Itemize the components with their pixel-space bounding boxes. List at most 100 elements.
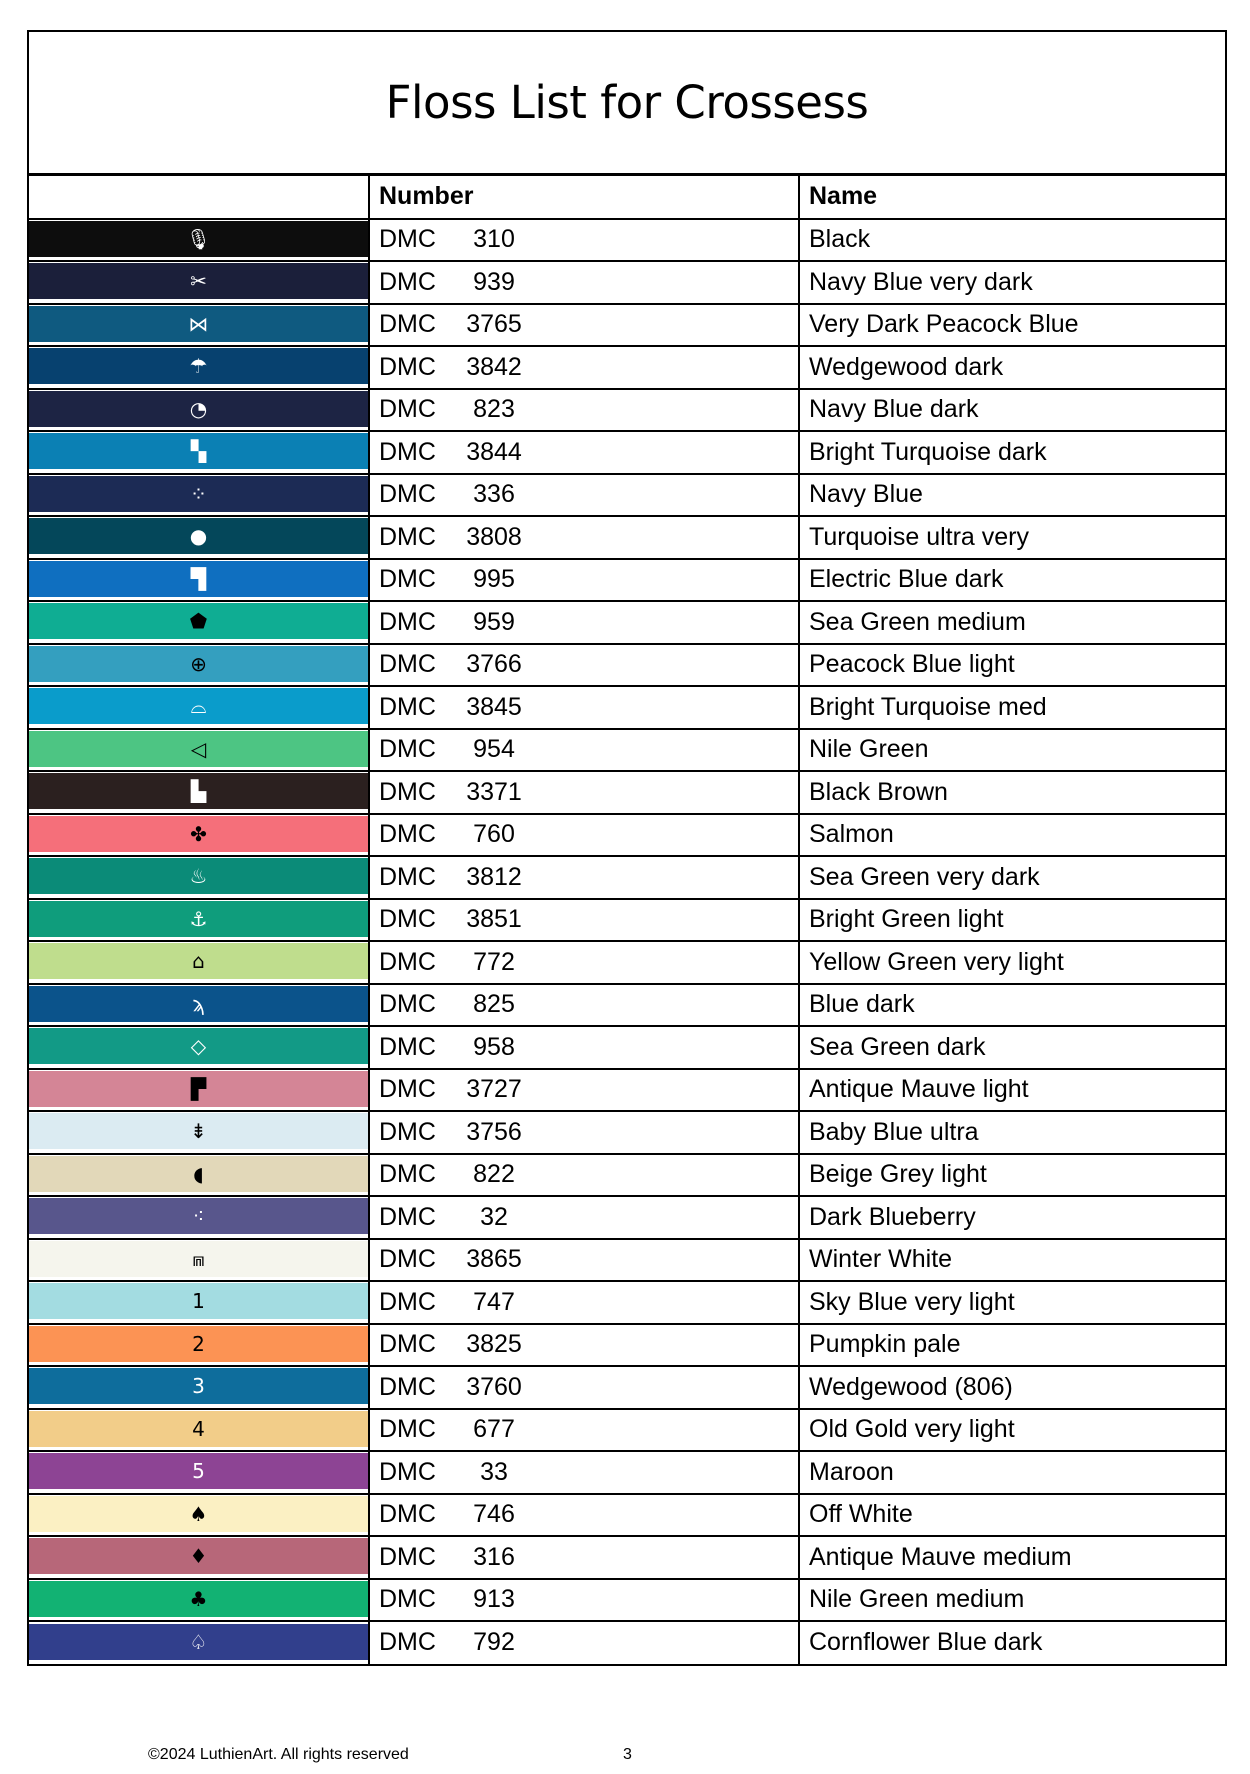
color-swatch-cell: ▚ [29, 431, 369, 475]
floss-code: 336 [473, 480, 515, 509]
floss-code: 3851 [466, 905, 522, 934]
floss-number-cell: DMC 825 [368, 983, 799, 1027]
color-swatch-cell: 3 [29, 1366, 369, 1410]
floss-code: 3845 [466, 692, 522, 721]
floss-name: Cornflower Blue dark [798, 1621, 1225, 1664]
color-swatch: ☂ [29, 348, 368, 385]
floss-code: 3727 [466, 1075, 522, 1104]
color-swatch-cell: ⚓ [29, 898, 369, 942]
floss-brand: DMC [379, 820, 436, 849]
table-row: ⌓ DMC 3845 Bright Turquoise med [29, 686, 1225, 730]
floss-code: 954 [473, 735, 515, 764]
color-swatch: ⊕ [29, 645, 368, 682]
stitch-symbol-icon: ▚ [190, 439, 207, 464]
floss-name: Sea Green dark [798, 1026, 1225, 1070]
floss-number-cell: DMC 3844 [368, 431, 799, 475]
color-swatch-cell: ⌂ [29, 941, 369, 985]
floss-code: 3844 [466, 437, 522, 466]
table-row: ☂ DMC 3842 Wedgewood dark [29, 346, 1225, 390]
floss-number-cell: DMC 3756 [368, 1111, 799, 1155]
color-swatch-cell: ▜ [29, 558, 369, 602]
color-swatch: ▚ [29, 433, 368, 470]
stitch-symbol-icon: 3 [192, 1374, 205, 1399]
floss-code: 3760 [466, 1372, 522, 1401]
floss-brand: DMC [379, 990, 436, 1019]
floss-number-cell: DMC 3825 [368, 1323, 799, 1367]
color-swatch-cell: ⩎ [29, 1238, 369, 1282]
floss-number-cell: DMC 3842 [368, 346, 799, 390]
floss-name: Bright Turquoise dark [798, 431, 1225, 475]
floss-name: Antique Mauve light [798, 1068, 1225, 1112]
color-swatch-cell: ◁ [29, 728, 369, 772]
stitch-symbol-icon: ◖ [193, 1161, 204, 1186]
stitch-symbol-icon: ⁖ [192, 1204, 205, 1229]
floss-brand: DMC [379, 480, 436, 509]
title-box: Floss List for Crossess [29, 32, 1225, 176]
floss-brand: DMC [379, 1415, 436, 1444]
floss-code: 772 [473, 947, 515, 976]
color-swatch: ♨ [29, 858, 368, 895]
color-swatch: 3 [29, 1368, 368, 1405]
floss-code: 3371 [466, 777, 522, 806]
floss-name: Pumpkin pale [798, 1323, 1225, 1367]
floss-brand: DMC [379, 437, 436, 466]
floss-brand: DMC [379, 1628, 436, 1657]
color-swatch: ◖ [29, 1155, 368, 1192]
stitch-symbol-icon: ⬟ [189, 609, 208, 634]
table-row: ◇ DMC 958 Sea Green dark [29, 1026, 1225, 1070]
color-swatch-cell: ☂ [29, 346, 369, 390]
color-swatch: ▜ [29, 560, 368, 597]
floss-number-cell: DMC 746 [368, 1493, 799, 1537]
color-swatch: ⁘ [29, 475, 368, 512]
color-swatch-cell: ⬟ [29, 601, 369, 645]
table-row: ⁖ DMC 32 Dark Blueberry [29, 1196, 1225, 1240]
floss-name: Antique Mauve medium [798, 1536, 1225, 1580]
floss-brand: DMC [379, 1117, 436, 1146]
floss-number-cell: DMC 316 [368, 1536, 799, 1580]
floss-code: 316 [473, 1542, 515, 1571]
floss-number-cell: DMC 3808 [368, 516, 799, 560]
color-swatch-cell: ♤ [29, 1621, 369, 1664]
table-row: ◁ DMC 954 Nile Green [29, 728, 1225, 772]
floss-brand: DMC [379, 565, 436, 594]
color-swatch: 🎙 [29, 220, 368, 257]
floss-code: 823 [473, 395, 515, 424]
floss-brand: DMC [379, 395, 436, 424]
stitch-symbol-icon: ● [189, 524, 208, 549]
table-row: ▛ DMC 3727 Antique Mauve light [29, 1068, 1225, 1112]
color-swatch: ♦ [29, 1538, 368, 1575]
floss-name: Navy Blue [798, 473, 1225, 517]
floss-code: 3766 [466, 650, 522, 679]
table-row: 4 DMC 677 Old Gold very light [29, 1408, 1225, 1452]
floss-name: Dark Blueberry [798, 1196, 1225, 1240]
color-swatch-cell: ● [29, 516, 369, 560]
color-swatch-cell: 5 [29, 1451, 369, 1495]
floss-number-cell: DMC 3371 [368, 771, 799, 815]
floss-number-cell: DMC 995 [368, 558, 799, 602]
stitch-symbol-icon: ⩎ [192, 1246, 205, 1271]
floss-code: 3812 [466, 862, 522, 891]
floss-brand: DMC [379, 522, 436, 551]
color-swatch-cell: ♣ [29, 1578, 369, 1622]
stitch-symbol-icon: ♣ [189, 1586, 208, 1611]
floss-name: Peacock Blue light [798, 643, 1225, 687]
color-swatch: 5 [29, 1453, 368, 1490]
floss-code: 995 [473, 565, 515, 594]
color-swatch: ♠ [29, 1495, 368, 1532]
color-swatch: 2 [29, 1325, 368, 1362]
floss-brand: DMC [379, 1542, 436, 1571]
floss-code: 958 [473, 1032, 515, 1061]
floss-brand: DMC [379, 1500, 436, 1529]
floss-brand: DMC [379, 862, 436, 891]
stitch-symbol-icon: ♨ [189, 864, 208, 889]
floss-brand: DMC [379, 1585, 436, 1614]
color-swatch: ⇟ [29, 1113, 368, 1150]
floss-code: 33 [480, 1457, 508, 1486]
floss-number-cell: DMC 677 [368, 1408, 799, 1452]
floss-name: Electric Blue dark [798, 558, 1225, 602]
floss-brand: DMC [379, 607, 436, 636]
stitch-symbol-icon: ◁ [190, 736, 207, 761]
color-swatch-cell: 4 [29, 1408, 369, 1452]
stitch-symbol-icon: ⁘ [190, 481, 207, 506]
stitch-symbol-icon: ♤ [189, 1629, 208, 1654]
